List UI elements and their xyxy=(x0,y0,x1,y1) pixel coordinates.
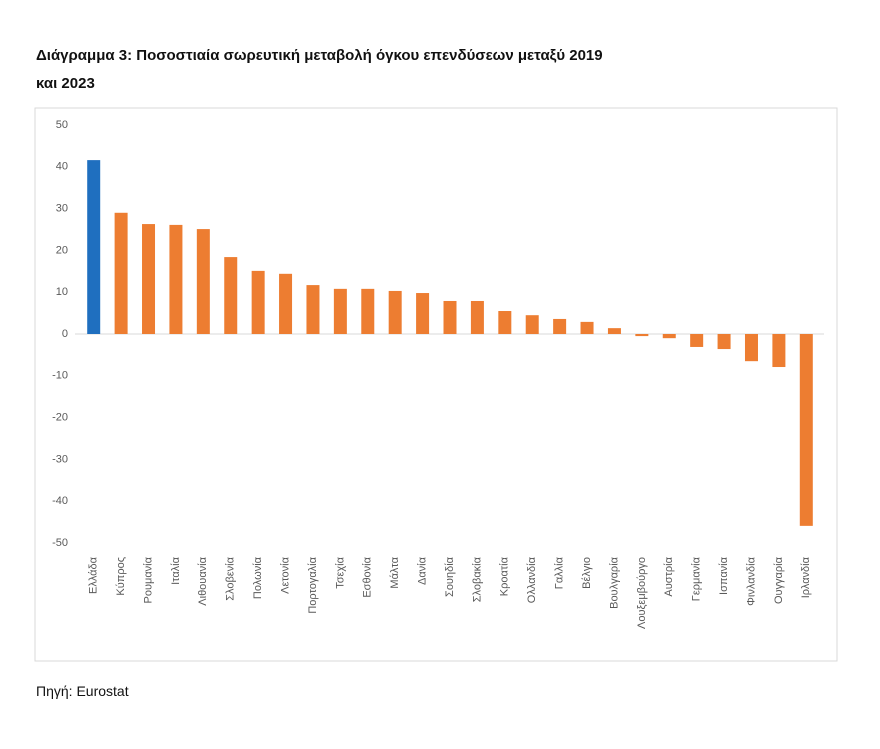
x-tick-label: Γαλλία xyxy=(554,556,566,589)
bar xyxy=(635,334,649,337)
bar xyxy=(662,334,676,339)
bar xyxy=(525,315,539,334)
y-tick-label: 50 xyxy=(56,119,68,131)
y-tick-label: 40 xyxy=(56,161,68,173)
bar xyxy=(470,300,484,334)
y-tick-label: 10 xyxy=(56,286,68,298)
bar xyxy=(224,257,238,334)
bar xyxy=(196,229,210,334)
x-tick-label: Φινλανδία xyxy=(745,556,757,605)
y-tick-label: -40 xyxy=(52,495,68,507)
bar xyxy=(306,285,320,334)
x-tick-label: Σλοβενία xyxy=(225,556,237,600)
x-tick-label: Πορτογαλία xyxy=(307,556,319,613)
x-tick-label: Αυστρία xyxy=(663,556,675,596)
x-tick-label: Γερμανία xyxy=(691,556,703,601)
bar xyxy=(717,334,731,350)
source: Πηγή: Eurostat xyxy=(36,683,129,699)
bar xyxy=(744,334,758,362)
chart-title: Διάγραμμα 3: Ποσοστιαία σωρευτική μεταβο… xyxy=(36,47,603,64)
x-tick-label: Σλοβακία xyxy=(471,556,483,602)
x-tick-label: Ιρλανδία xyxy=(800,556,812,598)
x-tick-label: Λιθουανία xyxy=(197,556,209,605)
bar xyxy=(498,311,512,334)
x-tick-label: Μάλτα xyxy=(389,556,401,588)
bar xyxy=(361,288,375,334)
x-tick-label: Λετονία xyxy=(279,556,291,594)
x-tick-label: Βέλγιο xyxy=(581,557,593,589)
x-tick-label: Βουλγαρία xyxy=(608,556,620,609)
bar xyxy=(142,224,156,334)
bar xyxy=(251,270,265,334)
bar xyxy=(772,334,786,368)
y-tick-label: 20 xyxy=(56,244,68,256)
x-tick-label: Ισπανία xyxy=(718,556,730,595)
x-tick-label: Δανία xyxy=(416,556,428,585)
chart-frame xyxy=(34,107,838,662)
y-tick-label: 30 xyxy=(56,203,68,215)
bar xyxy=(279,273,293,334)
bar xyxy=(553,318,567,334)
y-tick-label: -50 xyxy=(52,537,68,549)
bar xyxy=(114,212,128,334)
x-tick-label: Κύπρος xyxy=(115,557,127,596)
bar xyxy=(580,321,594,334)
x-tick-label: Πολωνία xyxy=(252,556,264,599)
x-tick-label: Ολλανδία xyxy=(526,556,538,603)
chart-title: και 2023 xyxy=(36,75,95,92)
x-tick-label: Σουηδία xyxy=(444,556,456,597)
bar xyxy=(416,293,430,334)
y-tick-label: 0 xyxy=(62,328,68,340)
y-tick-label: -30 xyxy=(52,453,68,465)
x-tick-label: Ουγγαρία xyxy=(773,556,785,604)
bar xyxy=(87,160,101,334)
x-tick-label: Κροατία xyxy=(499,556,511,596)
bar xyxy=(799,334,813,526)
x-tick-label: Εσθονία xyxy=(362,556,374,597)
bar xyxy=(607,328,621,334)
y-tick-label: -10 xyxy=(52,370,68,382)
bar xyxy=(333,288,347,334)
bar xyxy=(443,300,457,334)
x-tick-label: Ιταλία xyxy=(170,556,182,585)
x-tick-label: Ελλάδα xyxy=(88,556,100,594)
x-tick-label: Τσεχία xyxy=(334,556,346,588)
x-tick-label: Ρουμανία xyxy=(142,556,154,603)
bar xyxy=(690,334,704,347)
x-tick-label: Λουξεμβούργο xyxy=(636,557,648,629)
bar xyxy=(169,224,183,334)
y-tick-label: -20 xyxy=(52,412,68,424)
bar xyxy=(388,290,402,334)
